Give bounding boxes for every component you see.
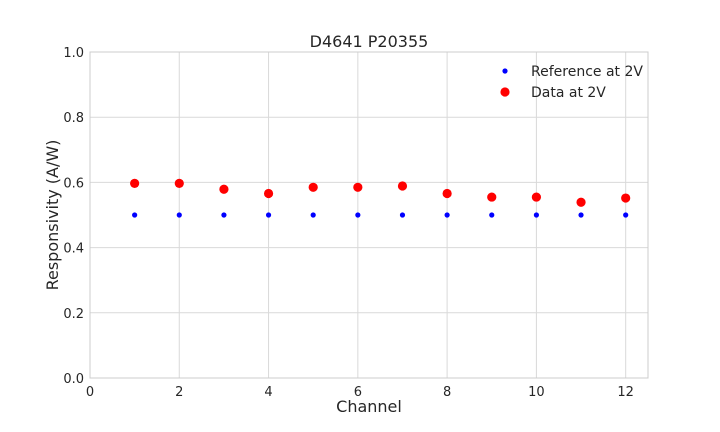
point-data (219, 184, 229, 194)
y-tick-label: 0.4 (63, 242, 84, 257)
x-axis-label: Channel (336, 397, 402, 416)
y-axis-ticks: 0.0 0.2 0.4 0.6 0.8 1.0 (63, 46, 84, 387)
x-tick-label: 6 (354, 385, 362, 400)
point-reference (578, 212, 584, 218)
y-tick-label: 0.8 (63, 111, 84, 126)
data-points (130, 178, 631, 218)
point-reference (265, 212, 272, 218)
x-tick-label: 10 (528, 385, 545, 400)
point-reference (623, 212, 629, 218)
point-data (130, 178, 140, 188)
point-data (487, 192, 497, 202)
plot-frame (89, 51, 649, 379)
y-tick-label: 0.2 (63, 307, 84, 322)
point-data (353, 182, 363, 192)
point-data (308, 182, 318, 192)
x-tick-label: 2 (175, 385, 183, 400)
point-reference (221, 212, 227, 218)
point-data (174, 178, 184, 188)
legend-label-reference: Reference at 2V (531, 64, 643, 80)
point-reference (310, 212, 316, 218)
y-tick-label: 0.0 (63, 372, 84, 387)
x-tick-label: 12 (617, 385, 634, 400)
point-reference (355, 212, 361, 218)
point-reference (176, 212, 182, 218)
point-reference (444, 212, 450, 218)
x-tick-label: 0 (86, 385, 94, 400)
point-data (263, 188, 274, 199)
point-data (621, 193, 631, 203)
point-data (397, 181, 408, 191)
x-tick-label: 8 (443, 385, 451, 400)
x-tick-label: 4 (264, 385, 272, 400)
point-reference (399, 212, 406, 218)
legend: Reference at 2V Data at 2V (500, 64, 643, 101)
x-axis-ticks: 0 2 4 6 8 10 12 (86, 385, 634, 400)
point-reference (489, 212, 495, 218)
y-axis-label: Responsivity (A/W) (43, 140, 62, 291)
legend-marker-data (500, 87, 510, 97)
y-tick-label: 1.0 (63, 46, 84, 61)
legend-marker-reference (502, 68, 508, 74)
chart-title: D4641 P20355 (310, 32, 429, 51)
point-data (442, 188, 452, 199)
point-data (531, 192, 542, 202)
point-reference (533, 212, 540, 218)
point-reference (132, 212, 138, 218)
point-data (576, 197, 586, 207)
legend-label-data: Data at 2V (531, 85, 606, 101)
y-tick-label: 0.6 (63, 176, 84, 191)
